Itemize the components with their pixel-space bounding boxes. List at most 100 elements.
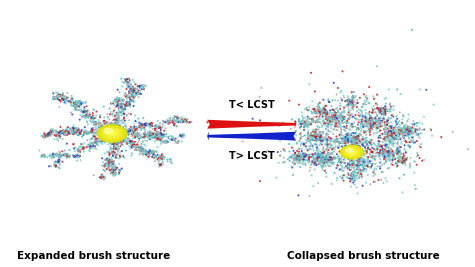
Point bbox=[71, 104, 79, 108]
Point bbox=[51, 163, 58, 168]
Point bbox=[123, 101, 130, 105]
Point bbox=[96, 139, 104, 143]
Point bbox=[315, 109, 323, 113]
Point bbox=[63, 131, 70, 136]
Point bbox=[328, 115, 335, 120]
Point bbox=[329, 147, 336, 151]
Point bbox=[306, 168, 314, 173]
Point bbox=[110, 128, 117, 132]
Point bbox=[118, 113, 126, 117]
Point bbox=[388, 133, 396, 137]
Point bbox=[345, 160, 353, 165]
Point bbox=[77, 109, 85, 114]
Point bbox=[401, 159, 408, 163]
Point bbox=[130, 90, 137, 94]
Point bbox=[153, 129, 161, 134]
Point bbox=[299, 115, 307, 119]
Point bbox=[350, 174, 358, 178]
Point bbox=[355, 170, 363, 174]
Point bbox=[50, 97, 58, 101]
Point bbox=[112, 114, 119, 118]
Point bbox=[313, 162, 321, 166]
Point bbox=[72, 108, 79, 112]
Point bbox=[297, 153, 304, 157]
Point bbox=[156, 155, 164, 160]
Point bbox=[354, 146, 362, 150]
Point bbox=[169, 121, 177, 125]
Point bbox=[318, 158, 326, 162]
Point bbox=[369, 118, 376, 122]
Point bbox=[301, 122, 309, 126]
Point bbox=[370, 119, 378, 123]
Point bbox=[64, 152, 71, 156]
Point bbox=[137, 146, 145, 150]
Point bbox=[328, 111, 336, 115]
Point bbox=[313, 108, 321, 112]
Point bbox=[135, 148, 142, 152]
Point bbox=[327, 136, 334, 141]
Point bbox=[179, 134, 187, 138]
Point bbox=[140, 84, 147, 88]
Point bbox=[142, 150, 150, 154]
Point bbox=[135, 91, 142, 95]
Point bbox=[387, 124, 394, 129]
Point bbox=[135, 144, 143, 149]
Point bbox=[126, 96, 133, 100]
Point bbox=[157, 137, 164, 142]
Point bbox=[127, 87, 135, 92]
Point bbox=[350, 175, 357, 179]
Point bbox=[359, 163, 366, 167]
Point bbox=[384, 152, 391, 156]
Point bbox=[151, 155, 159, 159]
Point bbox=[393, 165, 400, 169]
Point bbox=[402, 125, 410, 129]
Point bbox=[346, 99, 353, 103]
Point bbox=[378, 108, 386, 112]
Point bbox=[321, 107, 328, 112]
Point bbox=[293, 156, 301, 161]
Point bbox=[101, 133, 108, 138]
Point bbox=[352, 136, 359, 140]
Point bbox=[319, 156, 326, 160]
Point bbox=[90, 127, 97, 132]
Point bbox=[380, 145, 388, 150]
Point bbox=[392, 119, 399, 124]
Point bbox=[133, 127, 141, 131]
Point bbox=[324, 157, 332, 161]
Point bbox=[127, 83, 135, 87]
Point bbox=[56, 93, 63, 97]
Point bbox=[157, 163, 164, 167]
Point bbox=[400, 159, 408, 163]
Point bbox=[103, 126, 111, 130]
Point bbox=[310, 119, 317, 123]
Point bbox=[383, 145, 391, 149]
Point bbox=[95, 121, 102, 126]
Point bbox=[348, 131, 356, 136]
Point bbox=[350, 134, 357, 138]
Point bbox=[114, 131, 122, 136]
Point bbox=[164, 158, 172, 162]
Point bbox=[349, 157, 356, 162]
Point bbox=[370, 170, 377, 174]
Point bbox=[356, 149, 363, 154]
Point bbox=[378, 109, 386, 114]
Point bbox=[331, 155, 339, 160]
Point bbox=[123, 78, 130, 82]
Point bbox=[295, 146, 303, 151]
Point bbox=[126, 139, 134, 143]
Point bbox=[171, 137, 178, 141]
Point bbox=[319, 156, 326, 160]
Point bbox=[174, 119, 181, 124]
Point bbox=[355, 161, 362, 165]
Point bbox=[48, 129, 55, 133]
Point bbox=[387, 152, 394, 156]
Point bbox=[386, 149, 393, 153]
Point bbox=[114, 136, 122, 140]
Point bbox=[364, 120, 372, 125]
Point bbox=[101, 169, 109, 173]
Point bbox=[105, 121, 113, 125]
Point bbox=[126, 139, 134, 143]
Point bbox=[170, 137, 177, 141]
Point bbox=[137, 128, 145, 132]
Point bbox=[48, 128, 56, 133]
